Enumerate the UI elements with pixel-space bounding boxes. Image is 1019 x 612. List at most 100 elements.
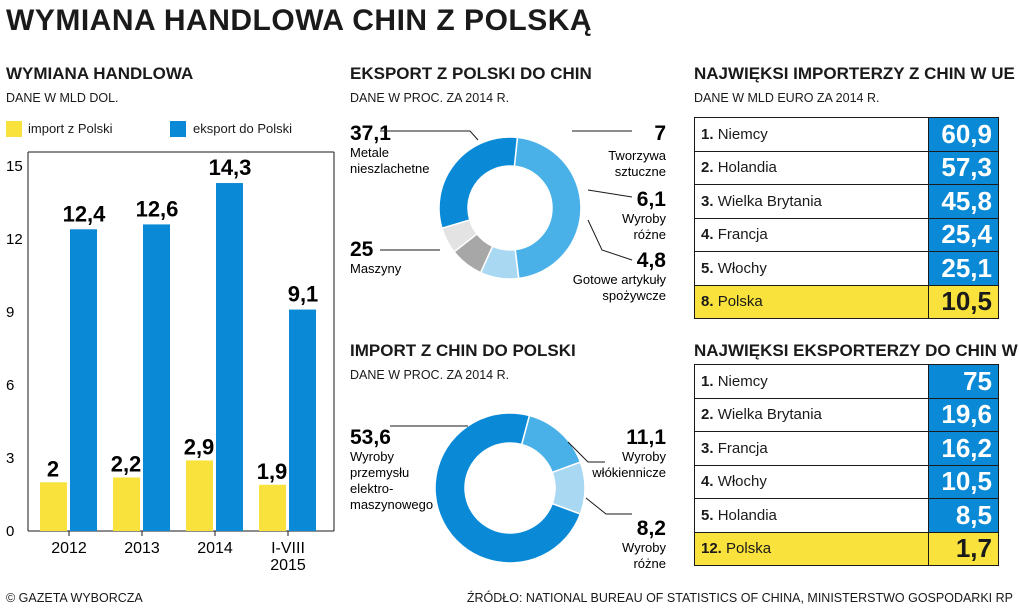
y-tick-label: 6 bbox=[6, 377, 14, 394]
exporters-title: NAJWIĘKSI EKSPORTERZY DO CHIN W UE bbox=[694, 341, 1019, 360]
importers-country-name: Polska bbox=[717, 293, 763, 311]
slice-name-label: nieszlachetne bbox=[350, 161, 430, 176]
x-tick-label: 2012 bbox=[51, 540, 87, 557]
bar-import bbox=[186, 460, 213, 531]
bar-import bbox=[40, 482, 67, 531]
slice-value-label: 4,8 bbox=[637, 249, 667, 272]
bar-import-value: 2,2 bbox=[111, 451, 142, 476]
importers-country-name: Holandia bbox=[717, 159, 777, 177]
importers-value: 45,8 bbox=[928, 184, 999, 219]
importers-country-cell: 2. Holandia bbox=[694, 150, 929, 185]
slice-value-label: 53,6 bbox=[350, 426, 391, 449]
exporters-rank: 12. bbox=[701, 540, 727, 558]
exporters-rank: 1. bbox=[701, 372, 718, 390]
bar-import bbox=[259, 484, 286, 531]
slice-name-label: Tworzywa bbox=[608, 148, 667, 163]
exporters-country-cell: 1. Niemcy bbox=[694, 364, 929, 399]
x-tick-label: I-VIII bbox=[271, 540, 305, 557]
slice-name-label: Gotowe artykuły bbox=[573, 272, 667, 287]
exporters-rank: 3. bbox=[701, 439, 718, 457]
leader-line bbox=[380, 130, 479, 141]
slice-name-label: Wyroby bbox=[622, 449, 666, 464]
exporters-row: 3. Francja 16,2 bbox=[694, 431, 999, 466]
slice-name-label: różne bbox=[633, 556, 666, 571]
legend-import-swatch bbox=[6, 121, 22, 137]
bar-import-value: 1,9 bbox=[257, 459, 288, 484]
y-tick-label: 9 bbox=[6, 304, 14, 321]
slice-value-label: 8,2 bbox=[637, 517, 666, 540]
footer-source: ŹRÓDŁO: NATIONAL BUREAU OF STATISTICS OF… bbox=[466, 591, 1013, 605]
donut-slice bbox=[520, 414, 582, 474]
importers-rank: 5. bbox=[701, 259, 718, 277]
exporters-value: 19,6 bbox=[928, 397, 999, 432]
leader-line bbox=[567, 441, 605, 463]
importers-value: 25,4 bbox=[928, 217, 999, 252]
main-title: WYMIANA HANDLOWA CHIN Z POLSKĄ bbox=[6, 4, 593, 37]
importers-title: NAJWIĘKSI IMPORTERZY Z CHIN W UE bbox=[694, 64, 1015, 83]
import-donut-chart: 53,6Wyrobyprzemysłuelektro-maszynowego11… bbox=[350, 412, 666, 571]
importers-table: 1. Niemcy 60,9 2. Holandia 57,3 3. Wielka Br… bbox=[694, 117, 999, 319]
exporters-table: 1. Niemcy 75 2. Wielka Brytania 19,6 3. Fran… bbox=[694, 364, 999, 566]
importers-rank: 1. bbox=[701, 125, 718, 143]
slice-name-label: Wyroby bbox=[350, 449, 394, 464]
importers-row: 8. Polska 10,5 bbox=[694, 284, 999, 319]
bar-export-value: 9,1 bbox=[288, 282, 319, 307]
bar-chart-title: WYMIANA HANDLOWA bbox=[6, 64, 194, 83]
slice-value-label: 11,1 bbox=[626, 426, 666, 449]
bar-export bbox=[70, 229, 97, 531]
importers-rank: 4. bbox=[701, 226, 718, 244]
import-chart-title: IMPORT Z CHIN DO POLSKI bbox=[350, 341, 576, 360]
donut-slice bbox=[438, 136, 519, 230]
x-tick-label: 2014 bbox=[197, 540, 233, 557]
slice-name-label: włókiennicze bbox=[591, 465, 666, 480]
slice-name-label: Maszyny bbox=[350, 261, 402, 276]
importers-country-name: Francja bbox=[717, 226, 768, 244]
legend-export-label: eksport do Polski bbox=[193, 121, 292, 136]
bar-import-value: 2,9 bbox=[184, 434, 215, 459]
bar-export bbox=[143, 224, 170, 531]
bar-export-value: 14,3 bbox=[209, 155, 252, 180]
x-tick-label: 2015 bbox=[270, 557, 306, 574]
bar-export bbox=[289, 309, 316, 531]
slice-value-label: 37,1 bbox=[350, 122, 391, 145]
bar-import-value: 2 bbox=[47, 456, 59, 481]
y-tick-label: 0 bbox=[6, 523, 14, 540]
footer-credit: © GAZETA WYBORCZA bbox=[6, 591, 143, 605]
bar-import bbox=[113, 477, 140, 531]
slice-name-label: Wyroby bbox=[622, 540, 666, 555]
importers-country-cell: 4. Francja bbox=[694, 217, 929, 252]
exporters-rank: 2. bbox=[701, 406, 718, 424]
importers-row: 2. Holandia 57,3 bbox=[694, 150, 999, 185]
slice-name-label: przemysłu bbox=[350, 465, 409, 480]
importers-value: 10,5 bbox=[928, 284, 999, 319]
exporters-country-name: Francja bbox=[717, 439, 768, 457]
exporters-rank: 5. bbox=[701, 506, 718, 524]
slice-name-label: spożywcze bbox=[602, 288, 666, 303]
leader-line bbox=[587, 219, 633, 261]
importers-country-cell: 5. Włochy bbox=[694, 251, 929, 286]
legend-import-label: import z Polski bbox=[28, 121, 113, 136]
importers-country-cell: 3. Wielka Brytania bbox=[694, 184, 929, 219]
donut-slice bbox=[513, 136, 582, 280]
slice-name-label: różne bbox=[633, 227, 666, 242]
exporters-country-name: Holandia bbox=[717, 506, 777, 524]
bar-export-value: 12,6 bbox=[136, 196, 179, 221]
exporters-country-name: Wielka Brytania bbox=[717, 406, 822, 424]
importers-subtitle: DANE W MLD EURO ZA 2014 R. bbox=[694, 91, 880, 105]
leader-line bbox=[585, 497, 632, 515]
y-tick-label: 15 bbox=[6, 158, 23, 175]
y-tick-label: 3 bbox=[6, 450, 14, 467]
slice-value-label: 25 bbox=[350, 238, 374, 261]
donut-slice bbox=[434, 412, 582, 564]
importers-country-cell: 8. Polska bbox=[694, 284, 929, 319]
exporters-value: 75 bbox=[928, 364, 999, 399]
slice-name-label: Wyroby bbox=[622, 211, 666, 226]
importers-country-name: Wielka Brytania bbox=[717, 192, 822, 210]
exporters-country-cell: 5. Holandia bbox=[694, 498, 929, 533]
exporters-country-name: Niemcy bbox=[717, 372, 768, 390]
exporters-row: 5. Holandia 8,5 bbox=[694, 498, 999, 533]
bar-chart-subtitle: DANE W MLD DOL. bbox=[6, 91, 119, 105]
bar-chart: 0 3 6 9 12 15 2 12,4 2012 2,2 12,6 2013 2,9 14,3 2014 1… bbox=[6, 151, 335, 574]
exporters-country-cell: 12. Polska bbox=[694, 531, 929, 566]
